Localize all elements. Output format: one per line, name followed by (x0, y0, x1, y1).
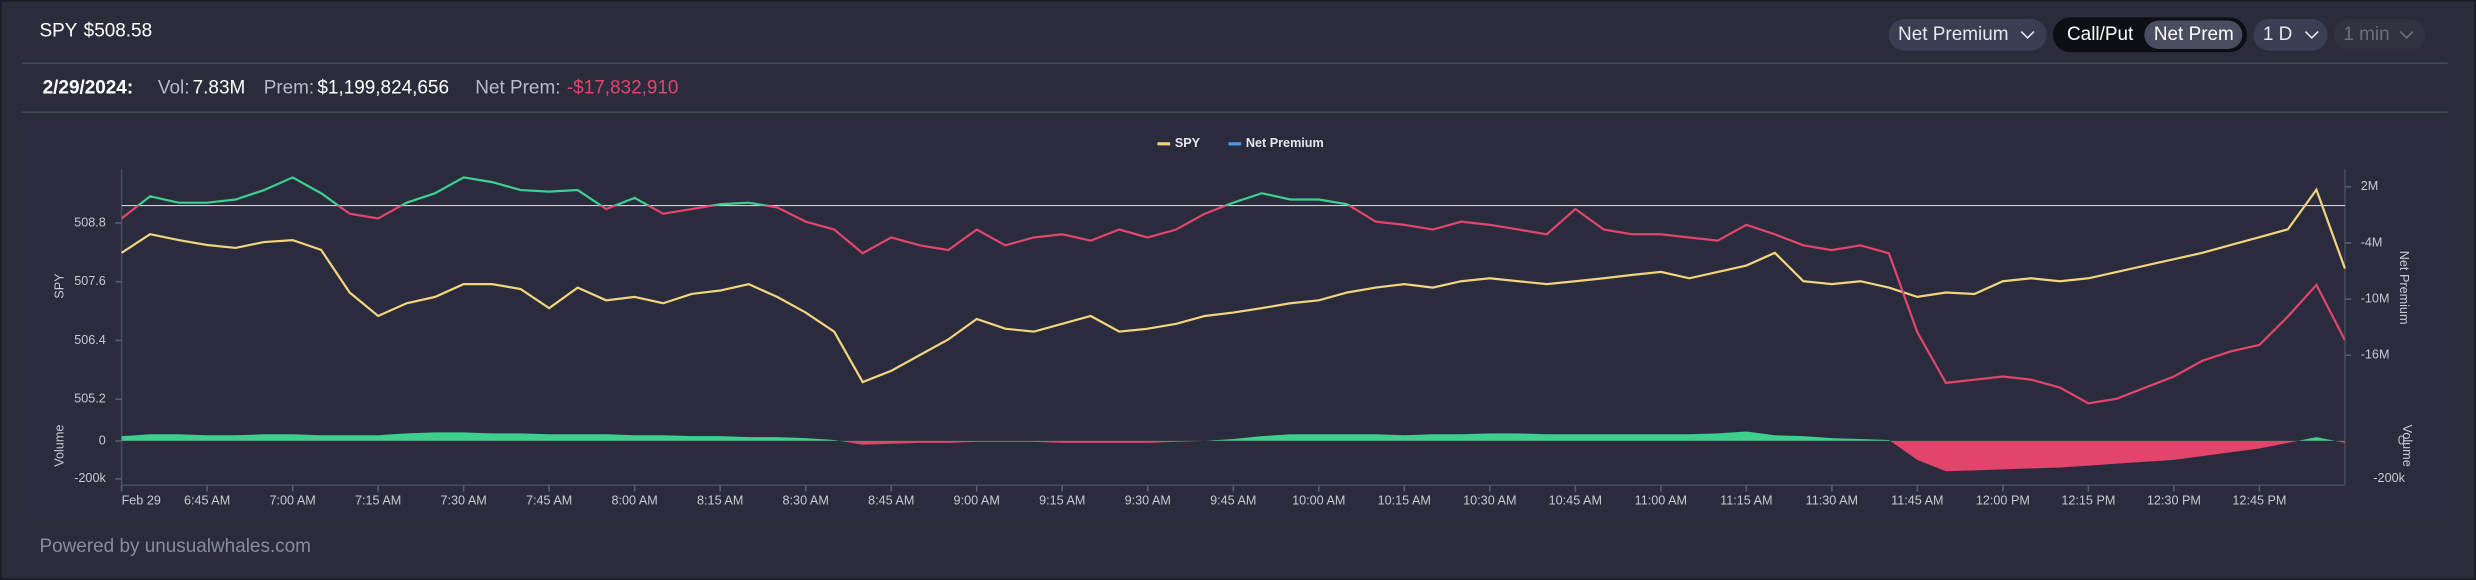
volume-area (121, 431, 2345, 441)
x-tick-label: 9:45 AM (1210, 493, 1256, 507)
x-tick-label: 7:30 AM (440, 493, 486, 507)
x-tick-label: 9:00 AM (954, 493, 1000, 507)
toggle-option[interactable]: Call/Put (2067, 24, 2134, 45)
volume-tick-label: 0 (2398, 433, 2405, 447)
y-tick-label: 508.8 (74, 215, 106, 229)
y2-tick-label: 2M (2361, 179, 2379, 193)
price-line (120, 187, 2346, 384)
y-tick-label: 505.2 (74, 392, 106, 406)
chevron (2020, 31, 2035, 40)
x-tick-label: 10:00 AM (1292, 493, 1345, 507)
x-tick-label: 8:00 AM (612, 493, 658, 507)
y-axis-label: SPY (52, 273, 66, 299)
volume-tick-label: -200k (74, 471, 106, 485)
net-premium-line (121, 205, 2345, 405)
x-tick-label: 8:15 AM (697, 493, 743, 507)
y2-tick-label: -10M (2361, 291, 2390, 305)
chart: 505.2 506.4 507.6 508.8 -16M -10M -4M 2M -200k -2… (22, 118, 2451, 522)
x-tick-label: 11:15 AM (1720, 493, 1772, 507)
x-tick-label: Feb 29 (122, 493, 161, 507)
x-tick-label: 12:15 PM (2061, 493, 2115, 507)
price: $508.58 (84, 21, 152, 42)
dropdown-label: 1 min (2343, 24, 2389, 45)
y-tick-label: 507.6 (74, 274, 106, 288)
dropdown-label: Net Premium (1898, 24, 2008, 45)
y-tick-label: 506.4 (74, 333, 106, 347)
chevron (2399, 31, 2414, 40)
x-tick-label: 7:15 AM (355, 493, 401, 507)
net-premium-line (136, 176, 1352, 206)
range-dropdown[interactable] (2253, 18, 2328, 51)
toggle-selected[interactable] (2144, 20, 2243, 49)
stat-label: Vol: (158, 77, 190, 98)
x-tick-label: 12:30 PM (2147, 493, 2201, 507)
interval-dropdown[interactable] (2333, 18, 2426, 51)
x-tick-label: 8:30 AM (783, 493, 829, 507)
x-tick-label: 10:45 AM (1549, 493, 1602, 507)
stat-value: $1,199,824,656 (317, 77, 449, 98)
volume-axis-label: Volume (52, 425, 66, 467)
stat-label: Prem: (264, 77, 314, 98)
x-tick-label: 9:30 AM (1125, 493, 1171, 507)
volume-tick-label: 0 (99, 433, 106, 447)
symbol: SPY (39, 21, 77, 42)
toggle-option[interactable]: Net Prem (2154, 24, 2234, 45)
dropdown-label: 1 D (2263, 24, 2292, 45)
y2-tick-label: -4M (2361, 235, 2383, 249)
x-tick-label: 10:30 AM (1463, 493, 1516, 507)
stat-value: -$17,832,910 (567, 77, 679, 98)
x-tick-label: 9:15 AM (1039, 493, 1085, 507)
volume-area (121, 440, 2345, 472)
x-tick-label: 7:45 AM (526, 493, 572, 507)
footer: Powered by unusualwhales.com (39, 536, 310, 557)
y2-tick-label: -16M (2361, 348, 2390, 362)
volume-axis-label: Volume (2400, 425, 2414, 467)
stat-value: 7.83M (193, 77, 246, 98)
x-tick-label: 11:45 AM (1891, 493, 1943, 507)
legend-label: Net Premium (1246, 136, 1324, 150)
x-tick-label: 6:45 AM (184, 493, 230, 507)
premium-dropdown[interactable] (1888, 18, 2047, 51)
x-tick-label: 7:00 AM (269, 493, 315, 507)
y2-axis-label: Net Premium (2397, 251, 2411, 325)
x-tick-label: 12:00 PM (1976, 493, 2030, 507)
stat-date: 2/29/2024: (43, 77, 134, 98)
x-tick-label: 12:45 PM (2232, 493, 2286, 507)
x-tick-label: 8:45 AM (868, 493, 914, 507)
x-tick-label: 10:15 AM (1378, 493, 1431, 507)
legend-label: SPY (1175, 136, 1201, 150)
volume-tick-label: -200k (2373, 471, 2405, 485)
x-tick-label: 11:00 AM (1635, 493, 1687, 507)
x-tick-label: 11:30 AM (1806, 493, 1858, 507)
stat-label: Net Prem: (475, 77, 560, 98)
chevron (2304, 31, 2319, 40)
